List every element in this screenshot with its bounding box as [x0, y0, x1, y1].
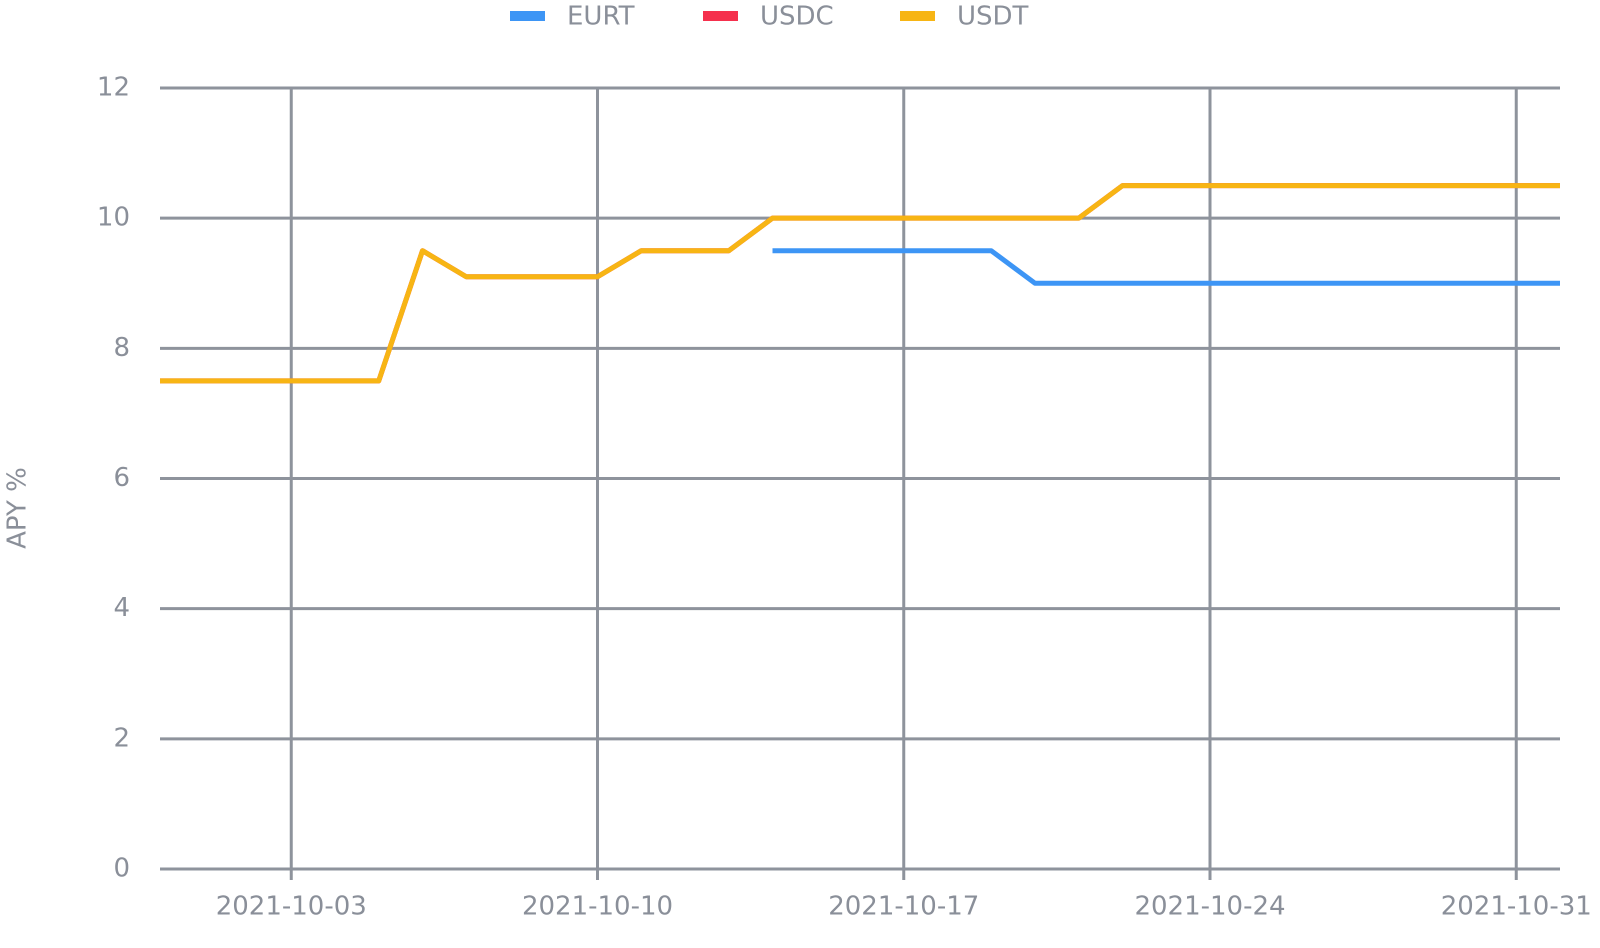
- y-tick-label: 8: [113, 333, 130, 363]
- x-tick-label: 2021-10-03: [216, 892, 367, 922]
- y-tick-label: 2: [113, 723, 130, 753]
- legend-swatch: [510, 11, 545, 21]
- line: [160, 183, 1560, 384]
- legend-label: EURT: [567, 2, 635, 32]
- legend-label: USDC: [760, 2, 834, 32]
- y-tick-label: 0: [113, 854, 130, 884]
- x-tick-label: 2021-10-24: [1134, 892, 1285, 922]
- x-tick-label: 2021-10-17: [828, 892, 979, 922]
- y-tick-label: 6: [113, 463, 130, 493]
- legend-swatch: [703, 11, 738, 21]
- y-tick-label: 12: [97, 73, 130, 103]
- x-tick-label: 2021-10-31: [1441, 892, 1592, 922]
- x-tick-label: 2021-10-10: [522, 892, 673, 922]
- line: [772, 248, 1560, 286]
- y-tick-label: 10: [97, 203, 130, 233]
- legend-label: USDT: [957, 2, 1029, 32]
- y-tick-label: 4: [113, 593, 130, 623]
- legend-swatch: [900, 11, 935, 21]
- y-axis-label: APY %: [3, 467, 33, 549]
